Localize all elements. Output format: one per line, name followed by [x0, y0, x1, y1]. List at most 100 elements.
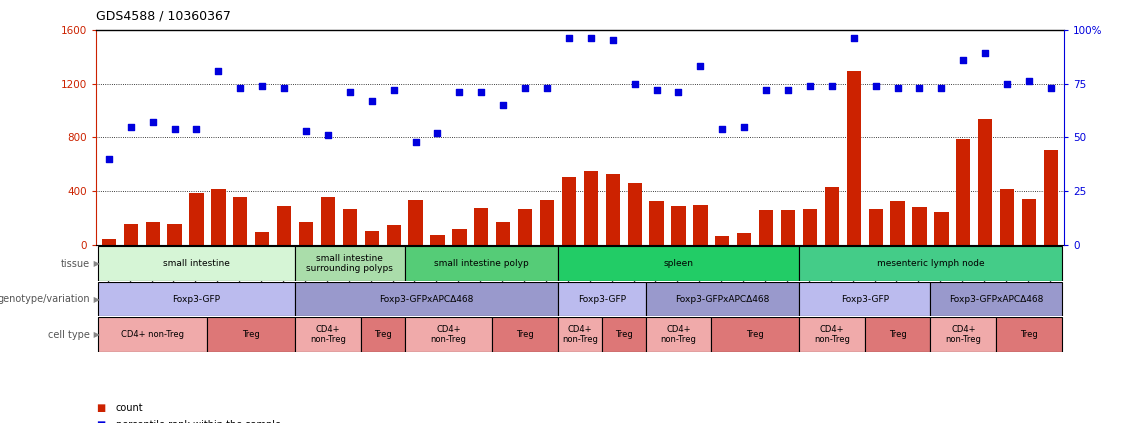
- Bar: [868, 209, 883, 245]
- Bar: [453, 229, 466, 245]
- Text: Foxp3-GFPxAPCΔ468: Foxp3-GFPxAPCΔ468: [379, 294, 474, 304]
- Point: [560, 35, 578, 41]
- Bar: [492, 317, 558, 352]
- Text: Treg: Treg: [1020, 330, 1038, 339]
- Bar: [321, 198, 336, 245]
- Point: [472, 89, 490, 96]
- Bar: [671, 206, 686, 245]
- Text: small intestine: small intestine: [163, 259, 230, 268]
- Bar: [562, 176, 577, 245]
- Bar: [295, 317, 360, 352]
- Bar: [409, 200, 422, 245]
- Bar: [360, 317, 404, 352]
- Point: [626, 80, 644, 87]
- Bar: [365, 231, 378, 245]
- Bar: [715, 236, 730, 245]
- Bar: [342, 209, 357, 245]
- Text: CD4+
non-Treg: CD4+ non-Treg: [946, 325, 981, 344]
- Bar: [956, 139, 971, 245]
- Point: [670, 89, 688, 96]
- Bar: [295, 246, 404, 281]
- Text: Treg: Treg: [747, 330, 765, 339]
- Bar: [738, 233, 751, 245]
- Bar: [124, 224, 137, 245]
- Point: [1042, 85, 1060, 91]
- Text: small intestine polyp: small intestine polyp: [434, 259, 529, 268]
- Bar: [847, 71, 861, 245]
- Bar: [935, 212, 948, 245]
- Text: ■: ■: [96, 420, 105, 423]
- Bar: [207, 317, 295, 352]
- Bar: [865, 317, 930, 352]
- Point: [954, 56, 972, 63]
- Point: [888, 85, 906, 91]
- Text: count: count: [116, 403, 144, 413]
- Bar: [558, 317, 601, 352]
- Point: [932, 85, 950, 91]
- Bar: [404, 317, 492, 352]
- Bar: [997, 317, 1062, 352]
- Bar: [645, 282, 799, 316]
- Bar: [145, 222, 160, 245]
- Bar: [1000, 190, 1015, 245]
- Bar: [712, 317, 799, 352]
- Point: [604, 37, 622, 44]
- Bar: [930, 317, 997, 352]
- Point: [319, 132, 337, 139]
- Bar: [558, 282, 645, 316]
- Point: [385, 87, 403, 93]
- Bar: [98, 282, 295, 316]
- Bar: [558, 246, 799, 281]
- Bar: [298, 222, 313, 245]
- Text: Foxp3-GFPxAPCΔ468: Foxp3-GFPxAPCΔ468: [949, 294, 1044, 304]
- Bar: [606, 174, 620, 245]
- Bar: [168, 225, 181, 245]
- Bar: [650, 201, 663, 245]
- Text: Treg: Treg: [615, 330, 633, 339]
- Point: [166, 126, 184, 132]
- Text: genotype/variation: genotype/variation: [0, 294, 90, 304]
- Bar: [694, 205, 707, 245]
- Bar: [601, 317, 645, 352]
- Point: [779, 87, 797, 93]
- Bar: [627, 183, 642, 245]
- Point: [406, 138, 425, 145]
- Bar: [404, 246, 558, 281]
- Text: CD4+
non-Treg: CD4+ non-Treg: [814, 325, 850, 344]
- Bar: [518, 209, 533, 245]
- Text: tissue: tissue: [61, 258, 90, 269]
- Text: Treg: Treg: [888, 330, 906, 339]
- Bar: [101, 239, 116, 245]
- Point: [757, 87, 775, 93]
- Point: [801, 82, 819, 89]
- Point: [209, 67, 227, 74]
- Text: CD4+ non-Treg: CD4+ non-Treg: [122, 330, 185, 339]
- Point: [998, 80, 1016, 87]
- Bar: [212, 190, 225, 245]
- Point: [144, 119, 162, 126]
- Bar: [295, 282, 558, 316]
- Text: percentile rank within the sample: percentile rank within the sample: [116, 420, 282, 423]
- Text: spleen: spleen: [663, 259, 694, 268]
- Point: [450, 89, 468, 96]
- Bar: [799, 246, 1062, 281]
- Point: [823, 82, 841, 89]
- Text: mesenteric lymph node: mesenteric lymph node: [877, 259, 984, 268]
- Point: [231, 85, 249, 91]
- Point: [363, 97, 381, 104]
- Bar: [978, 118, 992, 245]
- Bar: [803, 209, 817, 245]
- Text: ▶: ▶: [91, 259, 100, 268]
- Text: Foxp3-GFP: Foxp3-GFP: [841, 294, 888, 304]
- Point: [188, 126, 206, 132]
- Text: Treg: Treg: [374, 330, 392, 339]
- Bar: [256, 232, 269, 245]
- Point: [275, 85, 293, 91]
- Bar: [386, 225, 401, 245]
- Point: [122, 124, 140, 130]
- Point: [1020, 78, 1038, 85]
- Text: Foxp3-GFPxAPCΔ468: Foxp3-GFPxAPCΔ468: [676, 294, 769, 304]
- Text: CD4+
non-Treg: CD4+ non-Treg: [310, 325, 346, 344]
- Bar: [912, 207, 927, 245]
- Point: [297, 128, 315, 135]
